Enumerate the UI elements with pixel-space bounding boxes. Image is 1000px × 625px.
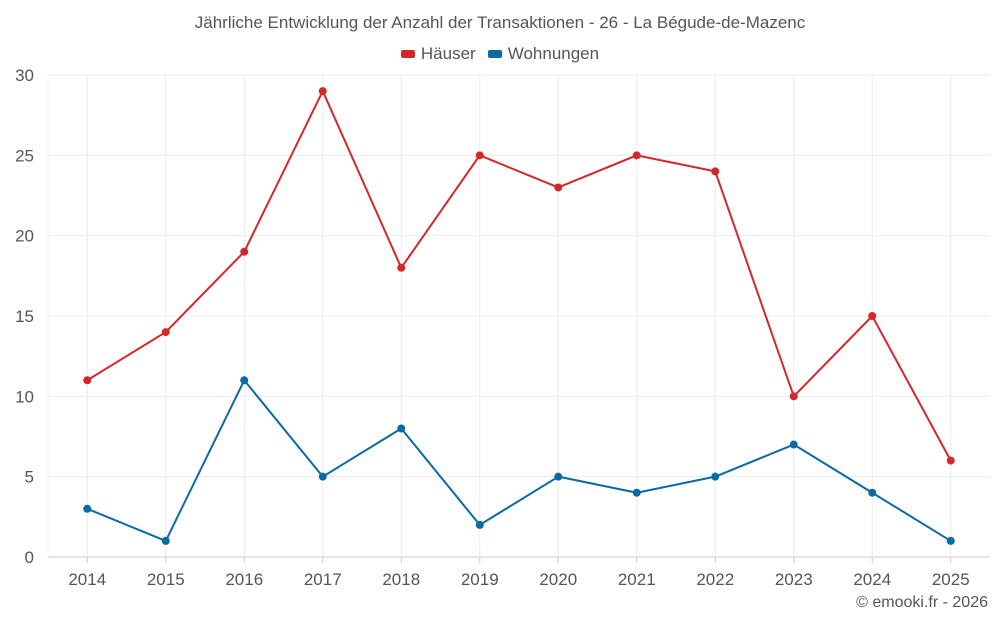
data-point-haeuser [240, 247, 249, 256]
x-tick-label: 2021 [618, 570, 656, 589]
y-tick-label: 0 [25, 548, 34, 567]
data-point-haeuser [475, 151, 484, 160]
data-point-wohnungen [711, 472, 720, 481]
x-tick-label: 2022 [696, 570, 734, 589]
data-point-haeuser [946, 456, 955, 465]
y-tick-label: 10 [15, 387, 34, 406]
x-tick-label: 2015 [147, 570, 185, 589]
data-point-wohnungen [240, 376, 249, 385]
data-point-haeuser [868, 312, 877, 320]
data-point-haeuser [318, 87, 327, 96]
legend-label-wohnungen: Wohnungen [507, 44, 600, 63]
data-point-wohnungen [868, 488, 877, 497]
x-tick-label: 2023 [775, 570, 813, 589]
data-point-haeuser [711, 167, 720, 176]
data-point-wohnungen [83, 504, 92, 513]
data-point-haeuser [83, 376, 92, 385]
y-tick-label: 25 [15, 146, 34, 165]
data-point-wohnungen [397, 424, 406, 433]
series-line-haeuser [86, 90, 952, 462]
data-point-wohnungen [554, 472, 563, 481]
x-tick-label: 2025 [932, 570, 970, 589]
x-tick-label: 2016 [225, 570, 263, 589]
x-tick-label: 2017 [304, 570, 342, 589]
x-tick-label: 2018 [382, 570, 420, 589]
x-tick-label: 2019 [461, 570, 499, 589]
data-point-haeuser [397, 263, 406, 272]
x-tick-label: 2020 [539, 570, 577, 589]
data-point-wohnungen [475, 520, 484, 529]
legend-swatch-wohnungen [487, 50, 502, 58]
legend-item-haeuser[interactable]: Häuser [400, 44, 476, 64]
series-line-wohnungen [86, 379, 952, 542]
data-point-wohnungen [161, 536, 170, 545]
data-point-haeuser [789, 392, 798, 401]
data-point-wohnungen [789, 440, 798, 449]
y-tick-label: 15 [15, 307, 34, 326]
legend-swatch-haeuser [400, 50, 415, 58]
data-point-wohnungen [318, 472, 327, 481]
y-tick-label: 30 [15, 66, 34, 85]
data-point-haeuser [632, 151, 641, 160]
data-point-wohnungen [946, 536, 955, 545]
data-point-wohnungen [632, 488, 641, 497]
y-tick-label: 20 [15, 227, 34, 246]
legend-item-wohnungen[interactable]: Wohnungen [487, 44, 600, 64]
data-point-haeuser [554, 183, 563, 192]
legend-label-haeuser: Häuser [420, 44, 476, 63]
chart-title: Jährliche Entwicklung der Anzahl der Tra… [194, 13, 806, 32]
credit: © emooki.fr - 2026 [856, 594, 988, 611]
legend: Häuser Wohnungen [0, 44, 1000, 64]
data-point-haeuser [161, 328, 170, 337]
x-tick-label: 2024 [853, 570, 891, 589]
x-tick-label: 2014 [68, 570, 106, 589]
y-tick-label: 5 [25, 468, 34, 487]
